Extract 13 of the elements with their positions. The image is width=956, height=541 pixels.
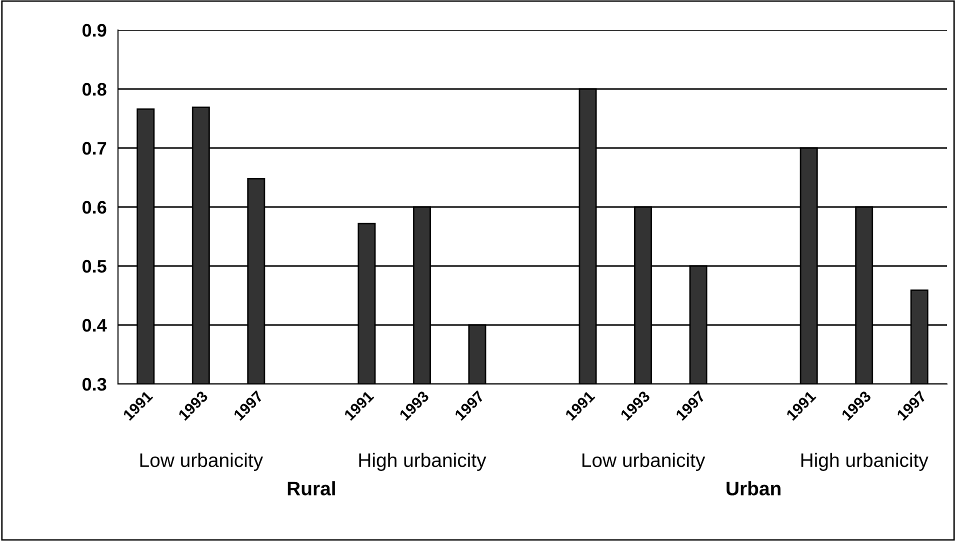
- text: High urbanicity: [359, 452, 486, 471]
- text: Rural: [288, 481, 335, 496]
- y-tick-label: 0.9: [82, 24, 106, 37]
- y-tick-label: 0.3: [82, 378, 106, 391]
- text: Low urbanicity: [582, 452, 706, 471]
- y-tick-label: 0.8: [82, 82, 106, 96]
- y-tick-label: 0.6: [82, 200, 106, 214]
- text: High urbanicity: [801, 452, 928, 471]
- y-tick-label: 0.7: [82, 142, 106, 155]
- text: Low urbanicity: [140, 452, 264, 471]
- y-tick-label: 0.4: [82, 318, 107, 332]
- text: Urban: [726, 481, 780, 496]
- y-tick-label: 0.5: [82, 260, 106, 273]
